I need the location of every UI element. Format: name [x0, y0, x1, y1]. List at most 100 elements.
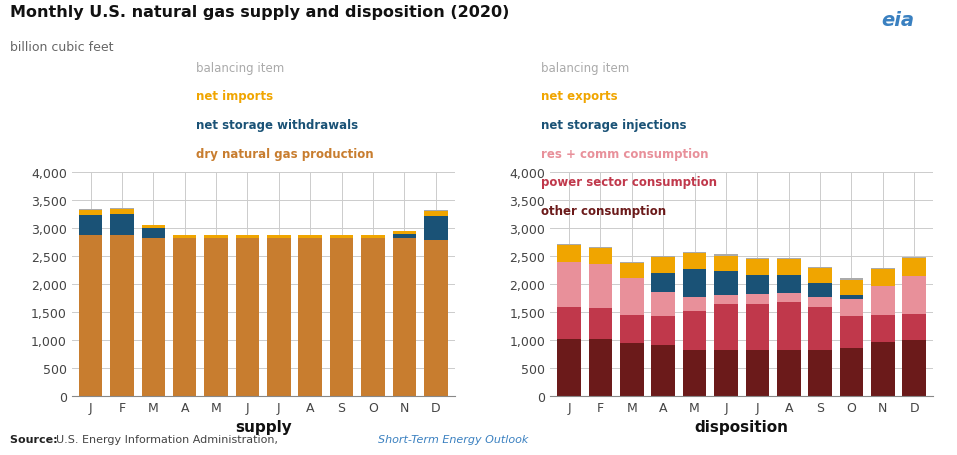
Bar	[78, 215, 102, 236]
Bar	[777, 302, 800, 350]
Bar	[809, 267, 832, 268]
Bar	[173, 239, 196, 396]
Bar	[652, 273, 675, 292]
Bar	[746, 294, 769, 304]
Bar	[652, 257, 675, 258]
Bar	[267, 236, 291, 239]
Text: balancing item: balancing item	[196, 61, 284, 75]
Bar	[809, 298, 832, 308]
Text: res + comm consumption: res + comm consumption	[541, 147, 708, 161]
Bar	[557, 263, 581, 308]
Bar	[902, 259, 926, 276]
Bar	[777, 260, 800, 275]
Bar	[871, 269, 895, 270]
Bar	[839, 299, 863, 316]
Bar	[620, 263, 644, 264]
Bar	[714, 350, 738, 396]
Bar	[902, 258, 926, 259]
Bar	[142, 239, 166, 396]
Bar	[683, 311, 706, 350]
Bar	[683, 297, 706, 311]
Bar	[589, 247, 612, 248]
Text: dry natural gas production: dry natural gas production	[196, 147, 374, 161]
Bar	[809, 268, 832, 284]
Bar	[902, 276, 926, 314]
Bar	[110, 209, 134, 214]
Bar	[424, 212, 448, 217]
Bar	[839, 316, 863, 349]
Bar	[746, 259, 769, 275]
Text: net imports: net imports	[196, 90, 274, 103]
Bar	[330, 236, 353, 239]
Text: billion cubic feet: billion cubic feet	[10, 41, 113, 54]
Bar	[683, 350, 706, 396]
Bar	[652, 316, 675, 346]
Bar	[424, 217, 448, 240]
Bar	[746, 258, 769, 259]
Bar	[424, 240, 448, 396]
Bar	[620, 279, 644, 316]
X-axis label: supply: supply	[234, 419, 292, 434]
Bar	[652, 292, 675, 316]
Bar	[683, 270, 706, 297]
Bar	[620, 316, 644, 344]
Text: net exports: net exports	[541, 90, 617, 103]
Bar	[557, 308, 581, 339]
Bar	[871, 315, 895, 342]
Bar	[809, 284, 832, 298]
Bar	[589, 264, 612, 308]
Bar	[746, 304, 769, 350]
Bar	[361, 236, 385, 239]
Bar	[902, 340, 926, 396]
Bar	[392, 239, 416, 396]
Bar	[839, 296, 863, 299]
Bar	[652, 258, 675, 273]
Text: net storage withdrawals: net storage withdrawals	[196, 119, 358, 132]
Bar	[777, 293, 800, 302]
Bar	[809, 308, 832, 350]
Bar	[871, 342, 895, 396]
Text: Source:: Source:	[10, 434, 61, 444]
Bar	[330, 239, 353, 396]
Bar	[714, 256, 738, 272]
Bar	[777, 350, 800, 396]
Bar	[78, 236, 102, 396]
Text: Monthly U.S. natural gas supply and disposition (2020): Monthly U.S. natural gas supply and disp…	[10, 5, 509, 20]
Bar	[871, 286, 895, 315]
Bar	[620, 344, 644, 396]
Bar	[839, 279, 863, 280]
Bar	[267, 239, 291, 396]
Bar	[78, 210, 102, 215]
Bar	[557, 339, 581, 396]
Text: other consumption: other consumption	[541, 205, 666, 218]
Bar	[871, 270, 895, 286]
Bar	[746, 275, 769, 294]
Bar	[173, 236, 196, 239]
Bar	[110, 236, 134, 396]
Bar	[235, 236, 259, 239]
Text: eia: eia	[881, 11, 914, 30]
Bar	[424, 211, 448, 212]
Bar	[714, 272, 738, 295]
Bar	[392, 232, 416, 235]
Bar	[839, 349, 863, 396]
Bar	[902, 314, 926, 340]
Bar	[683, 254, 706, 270]
Bar	[299, 236, 322, 239]
Bar	[777, 275, 800, 293]
Text: Short-Term Energy Outlook: Short-Term Energy Outlook	[378, 434, 528, 444]
Bar	[589, 248, 612, 264]
Bar	[205, 239, 228, 396]
Bar	[683, 253, 706, 254]
Bar	[746, 350, 769, 396]
Bar	[110, 214, 134, 236]
Bar	[392, 235, 416, 239]
Bar	[714, 255, 738, 256]
Bar	[620, 264, 644, 279]
Text: power sector consumption: power sector consumption	[541, 176, 717, 189]
Bar	[361, 239, 385, 396]
Bar	[777, 259, 800, 260]
Text: net storage injections: net storage injections	[541, 119, 686, 132]
Bar	[714, 304, 738, 350]
Bar	[714, 295, 738, 304]
